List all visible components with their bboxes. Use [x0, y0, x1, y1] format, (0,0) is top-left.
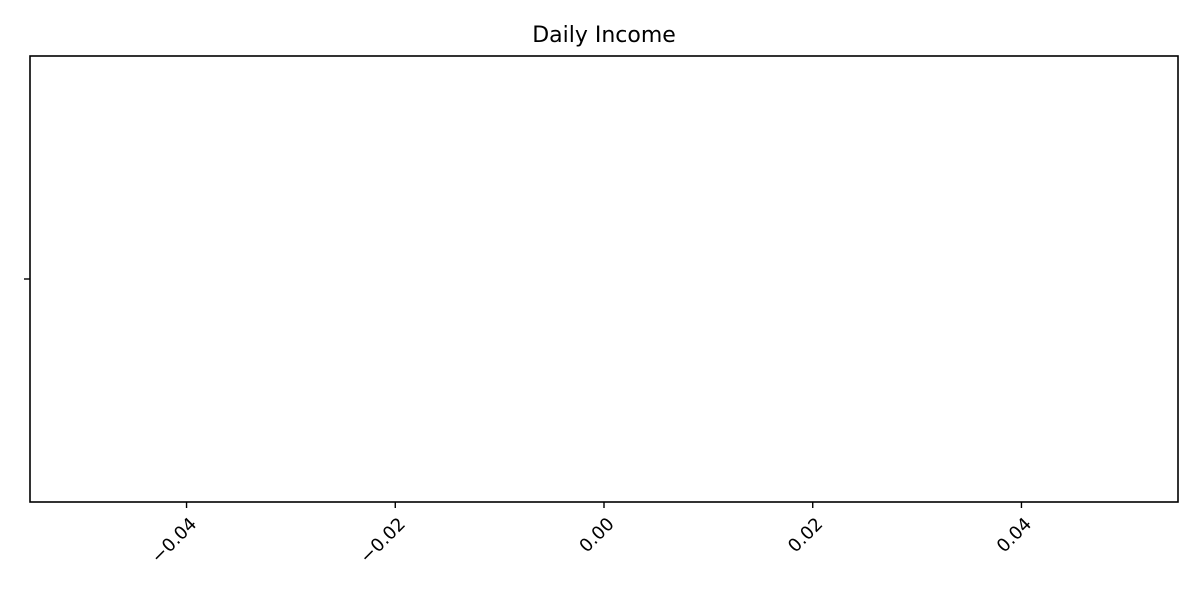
x-tick-label: 0.00: [575, 514, 618, 557]
plot-area-frame: [29, 55, 1179, 503]
chart-title: Daily Income: [532, 23, 676, 48]
x-tick-label: 0.04: [993, 514, 1036, 557]
x-axis-ticks: −0.04 −0.02 0.00 0.02 0.04: [147, 502, 1036, 568]
x-tick-label: −0.04: [147, 514, 201, 568]
x-tick-label: 0.02: [784, 514, 827, 557]
x-tick-label: −0.02: [356, 514, 410, 568]
